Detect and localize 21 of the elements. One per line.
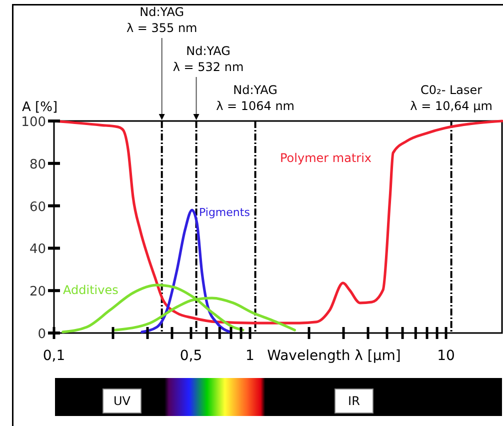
ref-line-label: Nd:YAG λ = 532 nm [172,44,244,74]
x-axis-title: Wavelength λ [µm] [267,348,401,364]
series-label: Polymer matrix [280,151,372,165]
y-tick-label: 80 [29,157,46,172]
series-label: Additives [63,283,118,297]
y-tick-label: 60 [29,200,46,215]
ref-line-label: C0₂- Laser λ = 10,64 µm [410,83,492,113]
series-label: Pigments [199,206,250,219]
text: IR [348,394,360,408]
ref-line-label: Nd:YAG λ = 355 nm [126,5,198,35]
y-tick-label: 100 [21,115,46,130]
x-tick-label: 0,5 [180,348,202,364]
text: UV [114,394,132,408]
y-tick-label: 0 [38,327,46,342]
x-tick-label: 0,1 [42,348,66,364]
x-tick-label: 1 [246,348,254,364]
y-tick-label: 40 [29,242,46,258]
ref-line-label: Nd:YAG λ = 1064 nm [216,83,295,113]
y-tick-label: 20 [29,284,46,300]
x-tick-label: 10 [437,348,455,364]
y-axis-title: A [%] [22,100,58,115]
